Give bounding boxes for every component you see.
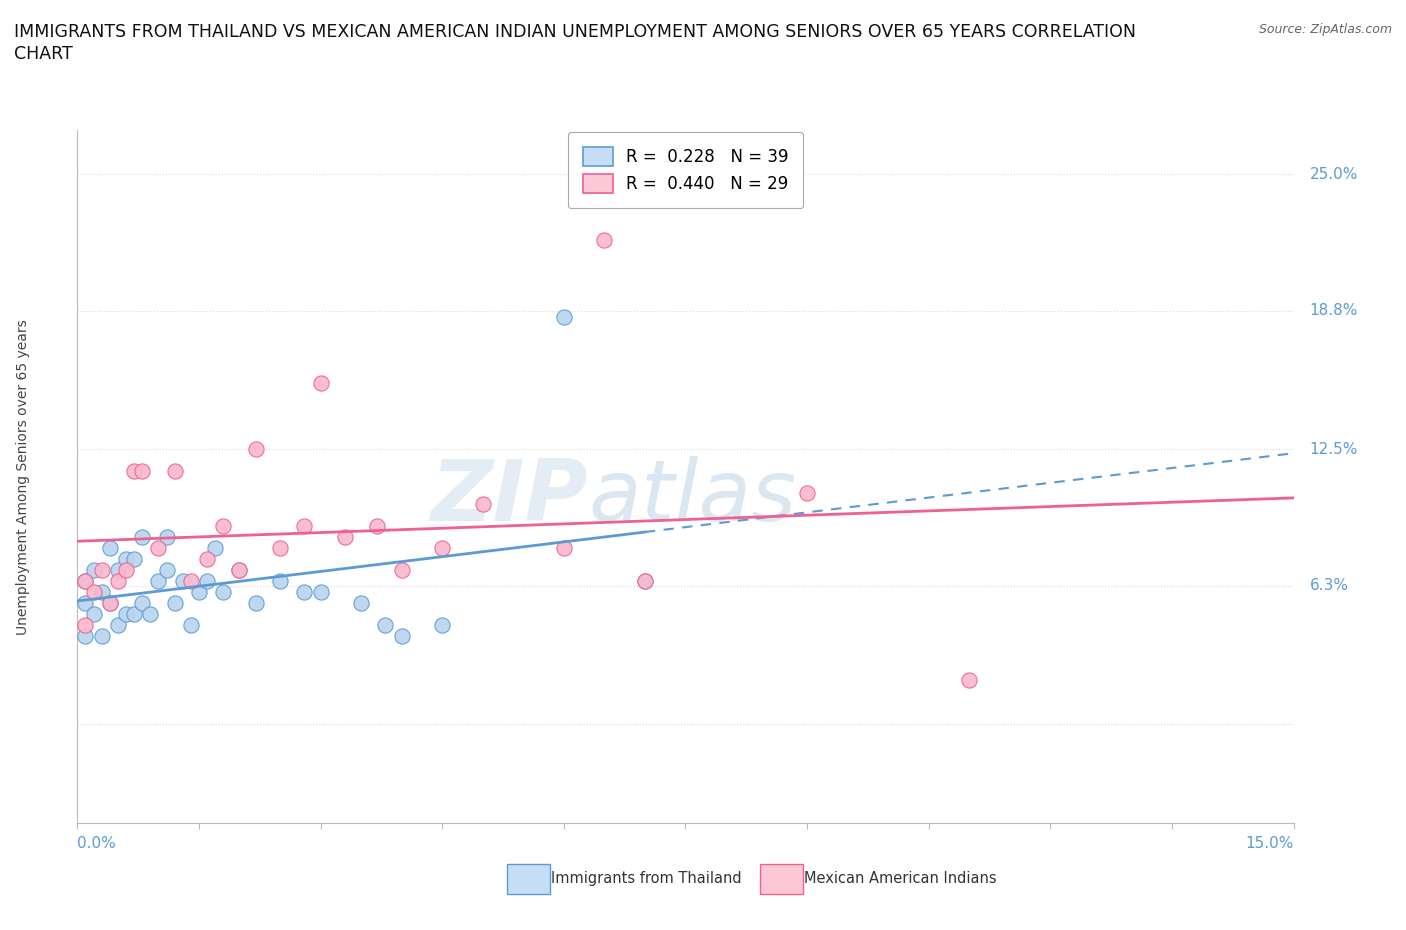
- Point: [122, 606, 145, 621]
- Point: [131, 595, 153, 610]
- Point: [309, 376, 332, 391]
- Point: [148, 540, 170, 555]
- Point: [195, 574, 218, 589]
- Text: Mexican American Indians: Mexican American Indians: [804, 871, 997, 886]
- Point: [155, 530, 177, 545]
- Point: [148, 574, 170, 589]
- Point: [228, 563, 250, 578]
- Point: [75, 595, 97, 610]
- Point: [75, 574, 97, 589]
- Point: [90, 629, 112, 644]
- Text: 15.0%: 15.0%: [1246, 836, 1294, 851]
- Text: ZIP: ZIP: [430, 456, 588, 538]
- Point: [83, 563, 105, 578]
- Point: [228, 563, 250, 578]
- Text: Source: ZipAtlas.com: Source: ZipAtlas.com: [1258, 23, 1392, 36]
- Point: [195, 551, 218, 566]
- Point: [180, 574, 202, 589]
- Point: [796, 485, 818, 500]
- Point: [430, 618, 453, 632]
- Point: [471, 497, 494, 512]
- Text: 12.5%: 12.5%: [1310, 442, 1358, 457]
- Point: [107, 574, 129, 589]
- Point: [634, 574, 657, 589]
- Point: [269, 540, 291, 555]
- Text: 0.0%: 0.0%: [77, 836, 117, 851]
- Point: [90, 563, 112, 578]
- Point: [245, 442, 267, 457]
- Point: [75, 629, 97, 644]
- Point: [430, 540, 453, 555]
- Point: [391, 629, 413, 644]
- Point: [115, 551, 138, 566]
- Point: [98, 540, 121, 555]
- Point: [366, 519, 388, 534]
- Point: [172, 574, 194, 589]
- Point: [553, 540, 575, 555]
- Point: [309, 585, 332, 600]
- Point: [212, 519, 235, 534]
- Point: [155, 563, 177, 578]
- Point: [122, 551, 145, 566]
- Point: [593, 232, 616, 247]
- Text: 6.3%: 6.3%: [1310, 578, 1348, 593]
- Point: [115, 606, 138, 621]
- Point: [75, 618, 97, 632]
- Text: Immigrants from Thailand: Immigrants from Thailand: [551, 871, 742, 886]
- Text: 18.8%: 18.8%: [1310, 303, 1358, 318]
- Point: [131, 464, 153, 479]
- Point: [122, 464, 145, 479]
- Point: [204, 540, 226, 555]
- Point: [292, 519, 315, 534]
- Point: [107, 563, 129, 578]
- Point: [634, 574, 657, 589]
- Point: [374, 618, 396, 632]
- Point: [292, 585, 315, 600]
- Legend: R =  0.228   N = 39, R =  0.440   N = 29: R = 0.228 N = 39, R = 0.440 N = 29: [568, 132, 803, 208]
- Point: [180, 618, 202, 632]
- Point: [83, 585, 105, 600]
- Text: CHART: CHART: [14, 45, 73, 62]
- Point: [188, 585, 211, 600]
- Point: [163, 595, 186, 610]
- Point: [98, 595, 121, 610]
- Point: [350, 595, 373, 610]
- Point: [83, 606, 105, 621]
- Point: [553, 310, 575, 325]
- Point: [269, 574, 291, 589]
- Text: IMMIGRANTS FROM THAILAND VS MEXICAN AMERICAN INDIAN UNEMPLOYMENT AMONG SENIORS O: IMMIGRANTS FROM THAILAND VS MEXICAN AMER…: [14, 23, 1136, 41]
- Text: atlas: atlas: [588, 456, 796, 538]
- Point: [139, 606, 162, 621]
- Text: 25.0%: 25.0%: [1310, 166, 1358, 181]
- Point: [163, 464, 186, 479]
- Point: [98, 595, 121, 610]
- Point: [957, 672, 980, 687]
- Point: [90, 585, 112, 600]
- Point: [391, 563, 413, 578]
- Point: [131, 530, 153, 545]
- Point: [75, 574, 97, 589]
- Point: [115, 563, 138, 578]
- Text: Unemployment Among Seniors over 65 years: Unemployment Among Seniors over 65 years: [15, 319, 30, 634]
- Point: [245, 595, 267, 610]
- Point: [107, 618, 129, 632]
- Point: [333, 530, 356, 545]
- Point: [212, 585, 235, 600]
